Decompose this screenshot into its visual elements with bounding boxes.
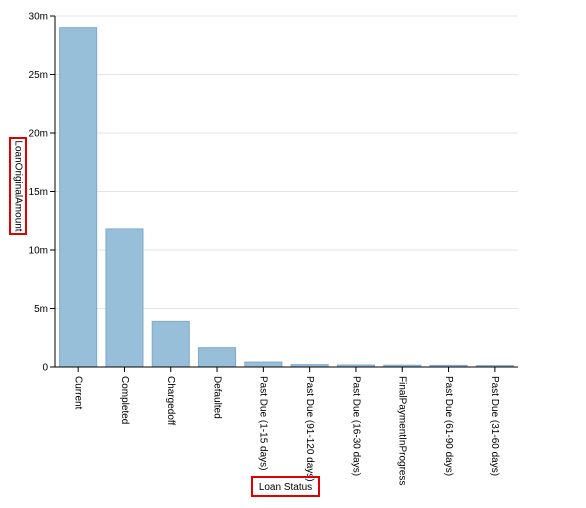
bar	[244, 361, 283, 368]
x-tick-label: Past Due (31-60 days)	[489, 376, 500, 476]
x-tick-label: Past Due (1-15 days)	[258, 376, 269, 471]
x-axis-title: Loan Status	[259, 482, 312, 493]
y-tick-label: 25m	[29, 70, 48, 81]
x-tick-label: Chargedoff	[165, 376, 176, 426]
x-axis-title-group: Loan Status	[251, 476, 320, 497]
y-tick-label: 15m	[29, 187, 48, 198]
bar	[59, 27, 98, 368]
x-tick-label: Past Due (61-90 days)	[443, 376, 454, 476]
bars	[59, 27, 514, 368]
x-tick-label: Past Due (16-30 days)	[350, 376, 361, 476]
y-tick-label: 0	[42, 363, 48, 374]
x-axis-title-highlight-box	[251, 476, 320, 497]
y-tick-label: 30m	[29, 12, 48, 23]
y-axis-title: LoanOriginalAmount	[12, 140, 23, 231]
x-tick-label: FinalPaymentInProgress	[397, 376, 408, 486]
x-tick-label: Completed	[119, 376, 130, 424]
y-tick-label: 20m	[29, 129, 48, 140]
bar	[105, 228, 144, 368]
x-tick-label: Current	[73, 376, 84, 410]
bar	[151, 320, 190, 368]
y-axis-title-highlight-box	[9, 137, 27, 235]
x-tick-label: Defaulted	[211, 376, 222, 419]
y-tick-label: 5m	[34, 304, 48, 315]
y-axis-ticks: 0 5m 10m 15m 20m 25m 30m	[29, 12, 55, 374]
y-axis-title-group: LoanOriginalAmount	[9, 137, 27, 235]
y-tick-label: 10m	[29, 246, 48, 257]
x-tick-label: Past Due (91-120 days)	[304, 376, 315, 482]
bar	[198, 347, 237, 368]
x-axis-ticks: Current Completed Chargedoff Defaulted Past …	[73, 367, 500, 486]
